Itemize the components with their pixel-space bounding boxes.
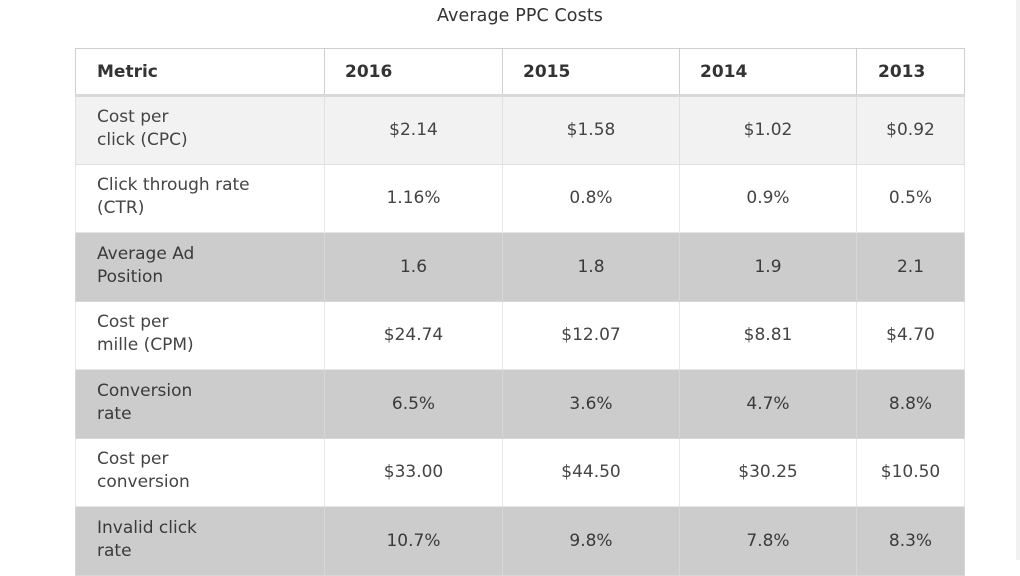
- metric-cell: Conversion rate: [75, 369, 325, 439]
- column-header-2015: 2015: [502, 48, 680, 97]
- table-row: Click through rate (CTR) 1.16% 0.8% 0.9%…: [75, 163, 965, 233]
- page-scrollbar[interactable]: [1016, 0, 1020, 560]
- value-cell-2013: $4.70: [856, 300, 965, 370]
- ppc-costs-table: Metric 2016 2015 2014 2013 Cost per clic…: [75, 48, 965, 576]
- value-cell-2014: $30.25: [679, 437, 857, 507]
- value-cell-2014: $1.02: [679, 95, 857, 165]
- value-cell-2014: 1.9: [679, 232, 857, 302]
- table-row: Cost per mille (CPM) $24.74 $12.07 $8.81…: [75, 300, 965, 370]
- value-cell-2013: $0.92: [856, 95, 965, 165]
- value-cell-2013: 2.1: [856, 232, 965, 302]
- column-header-2016: 2016: [324, 48, 503, 97]
- value-cell-2016: $2.14: [324, 95, 503, 165]
- value-cell-2015: 0.8%: [502, 163, 680, 233]
- metric-cell: Cost per click (CPC): [75, 95, 325, 165]
- value-cell-2015: 1.8: [502, 232, 680, 302]
- value-cell-2014: 4.7%: [679, 369, 857, 439]
- table-row: Invalid click rate 10.7% 9.8% 7.8% 8.3%: [75, 506, 965, 576]
- value-cell-2016: $24.74: [324, 300, 503, 370]
- value-cell-2015: $12.07: [502, 300, 680, 370]
- value-cell-2013: $10.50: [856, 437, 965, 507]
- metric-label-line: Cost per: [97, 312, 169, 333]
- metric-cell: Click through rate (CTR): [75, 163, 325, 233]
- metric-cell: Invalid click rate: [75, 506, 325, 576]
- column-header-2014: 2014: [679, 48, 857, 97]
- metric-label-line: click (CPC): [97, 130, 188, 151]
- metric-label-line: Position: [97, 266, 164, 287]
- metric-label-line: conversion: [97, 472, 190, 493]
- header-row: Metric 2016 2015 2014 2013: [75, 48, 965, 97]
- table-body: Cost per click (CPC) $2.14 $1.58 $1.02 $…: [75, 95, 965, 576]
- metric-label-line: Cost per: [97, 449, 169, 470]
- value-cell-2016: 1.6: [324, 232, 503, 302]
- value-cell-2015: $1.58: [502, 95, 680, 165]
- value-cell-2016: 10.7%: [324, 506, 503, 576]
- value-cell-2015: $44.50: [502, 437, 680, 507]
- value-cell-2015: 3.6%: [502, 369, 680, 439]
- value-cell-2013: 8.8%: [856, 369, 965, 439]
- value-cell-2014: 7.8%: [679, 506, 857, 576]
- column-header-metric: Metric: [75, 48, 325, 97]
- table-row: Cost per click (CPC) $2.14 $1.58 $1.02 $…: [75, 95, 965, 165]
- metric-cell: Average Ad Position: [75, 232, 325, 302]
- metric-label-line: Average Ad: [97, 243, 195, 264]
- table-header: Metric 2016 2015 2014 2013: [75, 48, 965, 97]
- value-cell-2016: 1.16%: [324, 163, 503, 233]
- metric-label-line: (CTR): [97, 198, 145, 219]
- metric-label-line: Invalid click: [97, 517, 197, 538]
- value-cell-2014: 0.9%: [679, 163, 857, 233]
- value-cell-2015: 9.8%: [502, 506, 680, 576]
- metric-label-line: Conversion: [97, 380, 193, 401]
- value-cell-2014: $8.81: [679, 300, 857, 370]
- metric-label-line: rate: [97, 403, 132, 424]
- table-row: Conversion rate 6.5% 3.6% 4.7% 8.8%: [75, 369, 965, 439]
- metric-cell: Cost per mille (CPM): [75, 300, 325, 370]
- metric-cell: Cost per conversion: [75, 437, 325, 507]
- value-cell-2016: 6.5%: [324, 369, 503, 439]
- table-row: Average Ad Position 1.6 1.8 1.9 2.1: [75, 232, 965, 302]
- value-cell-2013: 0.5%: [856, 163, 965, 233]
- page-title: Average PPC Costs: [436, 6, 604, 26]
- table-row: Cost per conversion $33.00 $44.50 $30.25…: [75, 437, 965, 507]
- value-cell-2016: $33.00: [324, 437, 503, 507]
- metric-label-line: Click through rate: [97, 175, 250, 196]
- metric-label-line: Cost per: [97, 107, 169, 128]
- metric-label-line: mille (CPM): [97, 335, 194, 356]
- metric-label-line: rate: [97, 540, 132, 561]
- column-header-2013: 2013: [856, 48, 965, 97]
- value-cell-2013: 8.3%: [856, 506, 965, 576]
